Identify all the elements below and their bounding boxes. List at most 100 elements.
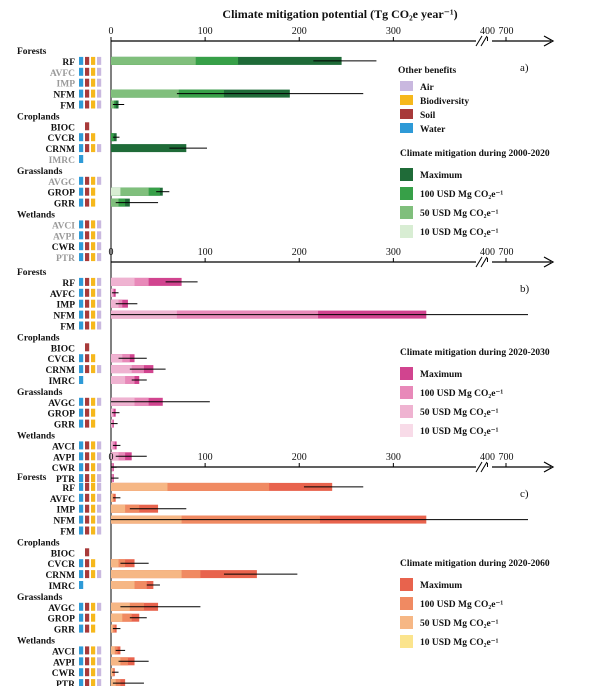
panel-3-x-tick-label: 0 [109, 452, 114, 463]
benefit-marker-air [97, 474, 102, 483]
benefit-marker-soil [85, 365, 90, 374]
row-label-avpi: AVPI [53, 658, 75, 668]
row-label-avci: AVCI [52, 221, 75, 231]
benefit-marker-water [79, 89, 84, 98]
panel-3-label: c) [520, 488, 529, 500]
benefit-marker-soil [85, 526, 90, 535]
benefit-marker-soil [85, 299, 90, 308]
panel-2-bar-imrc-level-3 [111, 376, 126, 384]
benefits-legend-title: Other benefits [398, 66, 456, 76]
benefit-marker-water [79, 67, 84, 76]
benefit-marker-water [79, 78, 84, 87]
panel-1-bar-grop-level-3 [111, 187, 149, 196]
benefit-marker-biodiversity [91, 463, 96, 472]
benefit-marker-biodiversity [91, 144, 96, 153]
benefit-marker-air [97, 100, 102, 109]
group-label: Grasslands [17, 388, 63, 398]
benefit-marker-biodiversity [91, 657, 96, 666]
benefit-marker-water [79, 493, 84, 502]
benefit-marker-soil [85, 231, 90, 240]
benefit-marker-soil [85, 397, 90, 406]
panel-2-legend-label: 100 USD Mg CO₂e⁻¹ [420, 389, 503, 399]
row-label-grop: GROP [48, 410, 76, 420]
panel-2-legend-label: 10 USD Mg CO₂e⁻¹ [420, 427, 499, 437]
panel-2-x-tick-label: 100 [198, 247, 213, 258]
benefit-marker-biodiversity [91, 613, 96, 622]
benefit-marker-biodiversity [91, 78, 96, 87]
row-label-cvcr: CVCR [48, 355, 76, 365]
benefit-marker-water [79, 559, 84, 568]
benefit-marker-biodiversity [91, 452, 96, 461]
benefit-marker-water [79, 581, 84, 589]
benefit-marker-water [79, 321, 84, 330]
benefit-marker-biodiversity [91, 408, 96, 417]
group-label: Croplands [17, 112, 60, 122]
row-label-ptr: PTR [56, 680, 75, 686]
row-label-grr: GRR [54, 626, 75, 636]
panel-3-x-tick-label: 300 [386, 452, 401, 463]
benefit-marker-biodiversity [91, 441, 96, 450]
benefit-marker-biodiversity [91, 624, 96, 633]
benefit-marker-air [97, 452, 102, 461]
benefit-marker-air [97, 288, 102, 297]
benefit-marker-air [97, 515, 102, 524]
row-label-nfm: NFM [53, 91, 75, 101]
panel-3-legend-title: Climate mitigation during 2020-2060 [400, 559, 550, 569]
benefit-marker-biodiversity [91, 242, 96, 251]
panel-2-x-tick-label: 700 [499, 247, 514, 258]
benefit-marker-soil [85, 419, 90, 428]
row-label-crnm: CRNM [45, 366, 75, 376]
benefit-marker-water [79, 668, 84, 677]
panel-1-legend-swatch [400, 225, 413, 238]
benefit-marker-air [97, 89, 102, 98]
panel-1-bar-cvcr-level-2 [111, 133, 114, 142]
benefit-marker-soil [85, 646, 90, 655]
benefit-marker-soil [85, 679, 90, 686]
row-label-rf: RF [62, 58, 75, 68]
benefit-marker-soil [85, 624, 90, 633]
benefit-marker-soil [85, 463, 90, 472]
benefit-marker-biodiversity [91, 570, 96, 579]
panel-3-bar-avpi-level-3 [111, 657, 121, 666]
group-label: Grasslands [17, 167, 63, 177]
group-label: Forests [17, 473, 47, 483]
benefit-marker-water [79, 56, 84, 65]
benefit-marker-water [79, 277, 84, 286]
panel-1-axis-arrow [543, 35, 555, 47]
panel-1-bar-fm-level-3 [111, 100, 114, 109]
row-label-imrc: IMRC [49, 377, 76, 387]
panel-3-legend-swatch [400, 616, 413, 629]
benefit-marker-air [97, 570, 102, 579]
benefit-marker-biodiversity [91, 482, 96, 491]
benefit-marker-soil [85, 78, 90, 87]
benefit-marker-soil [85, 89, 90, 98]
benefit-marker-air [97, 144, 102, 153]
panel-1-bar-grop-level-4 [111, 187, 121, 196]
row-label-grop: GROP [48, 189, 76, 199]
panel-2-axis-break-mark [475, 256, 483, 268]
panel-2-legend-swatch [400, 405, 413, 418]
benefit-marker-water [79, 187, 84, 196]
row-label-rf: RF [62, 279, 75, 289]
benefits-legend-label-biodiversity: Biodiversity [420, 97, 469, 107]
benefit-marker-water [79, 419, 84, 428]
benefit-marker-soil [85, 668, 90, 677]
benefit-marker-water [79, 299, 84, 308]
benefit-marker-biodiversity [91, 100, 96, 109]
panel-3-legend-swatch [400, 635, 413, 648]
benefits-legend-swatch-water [400, 123, 413, 133]
benefits-legend-label-air: Air [420, 83, 435, 93]
benefits-legend-label-water: Water [420, 125, 446, 135]
panel-2-legend-swatch [400, 386, 413, 399]
row-label-avci: AVCI [52, 647, 75, 657]
benefit-marker-air [97, 277, 102, 286]
benefit-marker-soil [85, 122, 90, 131]
benefit-marker-soil [85, 277, 90, 286]
benefit-marker-water [79, 441, 84, 450]
row-label-avfc: AVFC [50, 69, 75, 79]
benefits-legend-swatch-soil [400, 109, 413, 119]
row-label-nfm: NFM [53, 517, 75, 527]
benefit-marker-water [79, 646, 84, 655]
group-label: Croplands [17, 333, 60, 343]
